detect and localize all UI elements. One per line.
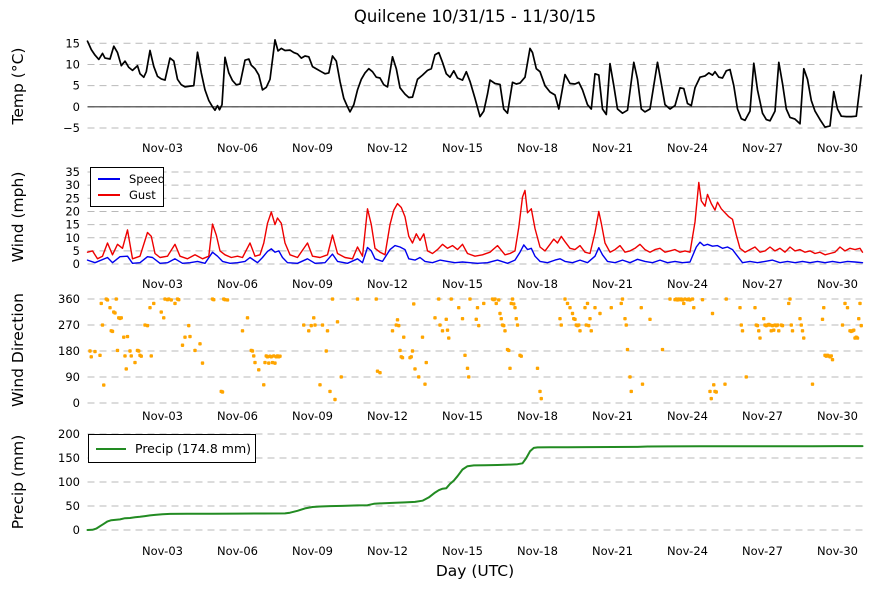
svg-text:Nov-24: Nov-24	[667, 409, 708, 423]
svg-text:10: 10	[65, 231, 80, 245]
svg-text:0: 0	[73, 257, 80, 271]
speed-line-swatch	[98, 177, 120, 180]
panel-0-xtick-labels: Nov-03 Nov-06 Nov-09 Nov-12 Nov-15 Nov-18 Nov-…	[142, 141, 858, 155]
svg-text:Nov-21: Nov-21	[592, 544, 633, 558]
svg-text:Nov-30: Nov-30	[817, 277, 858, 291]
svg-text:100: 100	[58, 475, 80, 489]
svg-text:Nov-30: Nov-30	[817, 141, 858, 155]
svg-text:Nov-27: Nov-27	[742, 277, 783, 291]
wind-legend: Speed Gust	[90, 167, 165, 207]
svg-text:Nov-06: Nov-06	[217, 277, 258, 291]
svg-text:0: 0	[73, 100, 80, 114]
svg-text:15: 15	[65, 36, 80, 50]
svg-text:10: 10	[65, 57, 80, 71]
precip-line-swatch	[96, 447, 126, 450]
svg-text:15: 15	[65, 218, 80, 232]
svg-text:20: 20	[65, 204, 80, 218]
svg-text:5: 5	[73, 244, 80, 258]
panel-1-gridlines	[87, 171, 863, 265]
svg-text:180: 180	[58, 344, 80, 358]
legend-entry-gust: Gust	[98, 188, 156, 202]
precip-legend: Precip (174.8 mm)	[88, 434, 256, 463]
panel-3-xtick-labels: Nov-03 Nov-06 Nov-09 Nov-12 Nov-15 Nov-18 Nov-…	[142, 544, 858, 558]
panel-3-ytick-labels: 0 50 100 150 200	[58, 427, 80, 537]
svg-text:Nov-12: Nov-12	[367, 544, 408, 558]
svg-text:Nov-09: Nov-09	[292, 544, 333, 558]
svg-text:5: 5	[73, 79, 80, 93]
svg-text:Nov-30: Nov-30	[817, 409, 858, 423]
svg-text:Nov-27: Nov-27	[742, 409, 783, 423]
precip-legend-label: Precip (174.8 mm)	[135, 441, 251, 456]
svg-text:Nov-12: Nov-12	[367, 141, 408, 155]
gust-series-line	[86, 181, 864, 260]
gust-legend-label: Gust	[129, 188, 156, 203]
svg-text:0: 0	[73, 396, 80, 410]
svg-text:270: 270	[58, 318, 80, 332]
svg-text:Nov-24: Nov-24	[667, 277, 708, 291]
svg-text:Nov-21: Nov-21	[592, 141, 633, 155]
panel-0-ytick-labels: −5 0 5 10 15	[63, 36, 80, 135]
legend-entry-speed: Speed	[98, 172, 165, 186]
svg-text:200: 200	[58, 427, 80, 441]
svg-text:Nov-06: Nov-06	[217, 544, 258, 558]
svg-text:360: 360	[58, 292, 80, 306]
svg-text:90: 90	[65, 370, 80, 384]
svg-text:0: 0	[73, 523, 80, 537]
svg-text:Nov-09: Nov-09	[292, 277, 333, 291]
svg-text:Nov-03: Nov-03	[142, 544, 183, 558]
svg-text:Nov-15: Nov-15	[442, 277, 483, 291]
svg-text:Nov-24: Nov-24	[667, 544, 708, 558]
chart-title: Quilcene 10/31/15 - 11/30/15	[353, 7, 597, 26]
panel-1-xtick-labels: Nov-03 Nov-06 Nov-09 Nov-12 Nov-15 Nov-18 Nov-…	[142, 277, 858, 291]
speed-series-line	[86, 241, 864, 264]
panel-2-xtick-labels: Nov-03 Nov-06 Nov-09 Nov-12 Nov-15 Nov-18 Nov-…	[142, 409, 858, 423]
legend-entry-precip: Precip (174.8 mm)	[96, 441, 251, 456]
svg-text:Nov-21: Nov-21	[592, 409, 633, 423]
svg-text:Nov-15: Nov-15	[442, 544, 483, 558]
svg-text:Nov-03: Nov-03	[142, 141, 183, 155]
svg-text:50: 50	[65, 499, 80, 513]
temp-series-line	[86, 39, 863, 129]
svg-text:Nov-27: Nov-27	[742, 141, 783, 155]
svg-text:Nov-30: Nov-30	[817, 544, 858, 558]
svg-text:Nov-09: Nov-09	[292, 141, 333, 155]
svg-text:Nov-12: Nov-12	[367, 277, 408, 291]
gust-line-swatch	[98, 194, 120, 197]
panel-2-ytick-labels: 0 90 180 270 360	[58, 292, 80, 410]
svg-text:−5: −5	[63, 121, 80, 135]
svg-text:Nov-03: Nov-03	[142, 277, 183, 291]
speed-legend-label: Speed	[129, 171, 166, 186]
svg-text:Nov-27: Nov-27	[742, 544, 783, 558]
svg-text:30: 30	[65, 178, 80, 192]
svg-text:Nov-09: Nov-09	[292, 409, 333, 423]
x-axis-title: Day (UTC)	[435, 562, 515, 580]
svg-text:Nov-06: Nov-06	[217, 141, 258, 155]
svg-text:25: 25	[65, 191, 80, 205]
svg-text:Nov-18: Nov-18	[517, 409, 558, 423]
svg-text:Nov-21: Nov-21	[592, 277, 633, 291]
svg-text:Nov-18: Nov-18	[517, 277, 558, 291]
svg-text:Nov-15: Nov-15	[442, 141, 483, 155]
svg-text:35: 35	[65, 165, 80, 179]
precip-174-8-mm-series-line	[86, 445, 864, 531]
panel-2-gridlines	[87, 298, 863, 404]
panel-3-gridlines	[87, 433, 863, 531]
svg-text:Nov-12: Nov-12	[367, 409, 408, 423]
svg-text:Nov-15: Nov-15	[442, 409, 483, 423]
svg-text:150: 150	[58, 451, 80, 465]
svg-text:Nov-06: Nov-06	[217, 409, 258, 423]
svg-text:Nov-18: Nov-18	[517, 141, 558, 155]
svg-text:Nov-03: Nov-03	[142, 409, 183, 423]
wind-direction-points	[88, 297, 863, 402]
svg-text:Nov-24: Nov-24	[667, 141, 708, 155]
svg-text:Nov-18: Nov-18	[517, 544, 558, 558]
